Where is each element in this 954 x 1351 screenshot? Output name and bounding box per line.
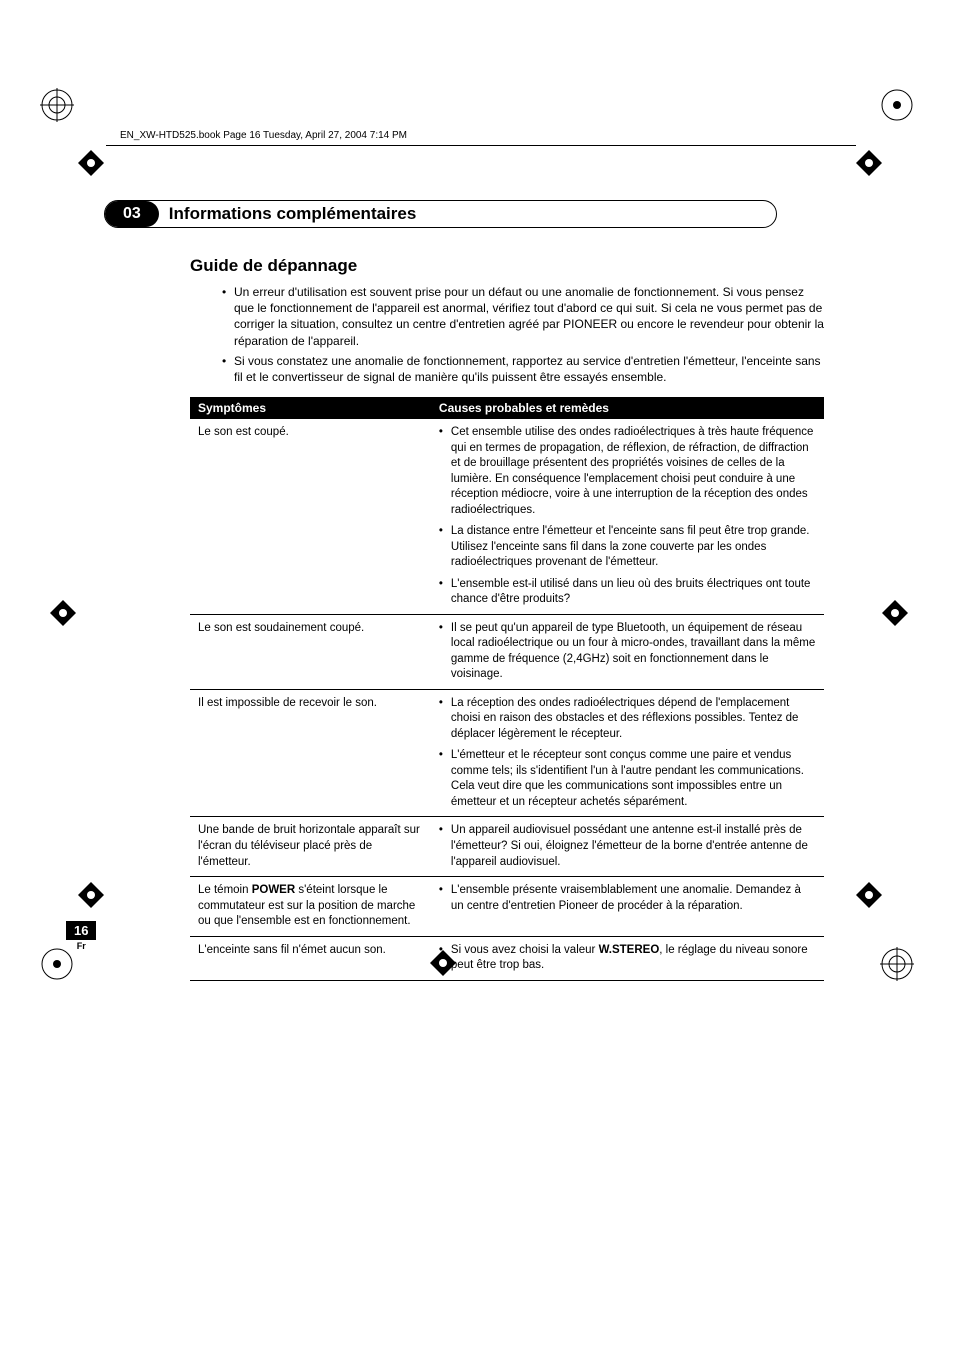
table-row: Le témoin POWER s'éteint lorsque le comm… <box>190 877 824 937</box>
col-symptoms: Symptômes <box>190 397 431 419</box>
print-mark-icon <box>880 88 914 122</box>
chapter-bar: 03 Informations complémentaires <box>104 200 864 228</box>
symptom-cell: Le témoin POWER s'éteint lorsque le comm… <box>190 877 431 937</box>
page-language: Fr <box>66 941 96 951</box>
crop-mark-icon <box>882 600 908 631</box>
page: EN_XW-HTD525.book Page 16 Tuesday, April… <box>0 0 954 1041</box>
crop-mark-icon <box>78 882 104 913</box>
chapter-number: 03 <box>105 201 159 227</box>
section-title: Guide de dépannage <box>190 256 824 276</box>
cause-item: L'ensemble est-il utilisé dans un lieu o… <box>439 577 816 608</box>
table-row: L'enceinte sans fil n'émet aucun son. Si … <box>190 936 824 980</box>
crop-mark-icon <box>856 882 882 913</box>
symptom-cell: Une bande de bruit horizontale apparaît … <box>190 817 431 877</box>
table-row: Il est impossible de recevoir le son.La … <box>190 689 824 817</box>
page-number-value: 16 <box>66 921 96 940</box>
cause-item: Il se peut qu'un appareil de type Blueto… <box>439 621 816 683</box>
causes-cell: La réception des ondes radioélectriques … <box>431 689 824 817</box>
chapter-title: Informations complémentaires <box>169 204 417 224</box>
cause-item: La distance entre l'émetteur et l'encein… <box>439 524 816 571</box>
cause-item: L'émetteur et le récepteur sont conçus c… <box>439 748 816 810</box>
symptom-cell: Le son est soudainement coupé. <box>190 614 431 689</box>
symptom-cell: Il est impossible de recevoir le son. <box>190 689 431 817</box>
table-row: Une bande de bruit horizontale apparaît … <box>190 817 824 877</box>
cause-item: Cet ensemble utilise des ondes radioélec… <box>439 425 816 518</box>
crop-mark-icon <box>50 600 76 631</box>
causes-cell: Cet ensemble utilise des ondes radioélec… <box>431 419 824 614</box>
rule-line <box>106 145 856 146</box>
cause-item: L'ensemble présente vraisemblablement un… <box>439 883 816 914</box>
symptom-cell: L'enceinte sans fil n'émet aucun son. <box>190 936 431 980</box>
causes-cell: L'ensemble présente vraisemblablement un… <box>431 877 824 937</box>
troubleshooting-table: Symptômes Causes probables et remèdes Le… <box>190 397 824 980</box>
causes-cell: Si vous avez choisi la valeur W.STEREO, … <box>431 936 824 980</box>
page-number: 16 Fr <box>66 921 96 951</box>
cause-item: Un appareil audiovisuel possédant une an… <box>439 823 816 870</box>
col-causes: Causes probables et remèdes <box>431 397 824 419</box>
causes-cell: Un appareil audiovisuel possédant une an… <box>431 817 824 877</box>
file-header-path: EN_XW-HTD525.book Page 16 Tuesday, April… <box>120 130 407 141</box>
print-mark-icon <box>40 88 74 122</box>
symptom-cell: Le son est coupé. <box>190 419 431 614</box>
causes-cell: Il se peut qu'un appareil de type Blueto… <box>431 614 824 689</box>
print-mark-icon <box>40 947 74 981</box>
intro-bullet: Un erreur d'utilisation est souvent pris… <box>222 284 824 349</box>
cause-item: Si vous avez choisi la valeur W.STEREO, … <box>439 943 816 974</box>
print-mark-icon <box>880 947 914 981</box>
intro-bullet: Si vous constatez une anomalie de foncti… <box>222 353 824 385</box>
crop-mark-icon <box>856 150 882 181</box>
intro-text: Un erreur d'utilisation est souvent pris… <box>222 284 824 385</box>
table-row: Le son est soudainement coupé.Il se peut… <box>190 614 824 689</box>
table-row: Le son est coupé.Cet ensemble utilise de… <box>190 419 824 614</box>
crop-mark-icon <box>78 150 104 181</box>
cause-item: La réception des ondes radioélectriques … <box>439 696 816 743</box>
